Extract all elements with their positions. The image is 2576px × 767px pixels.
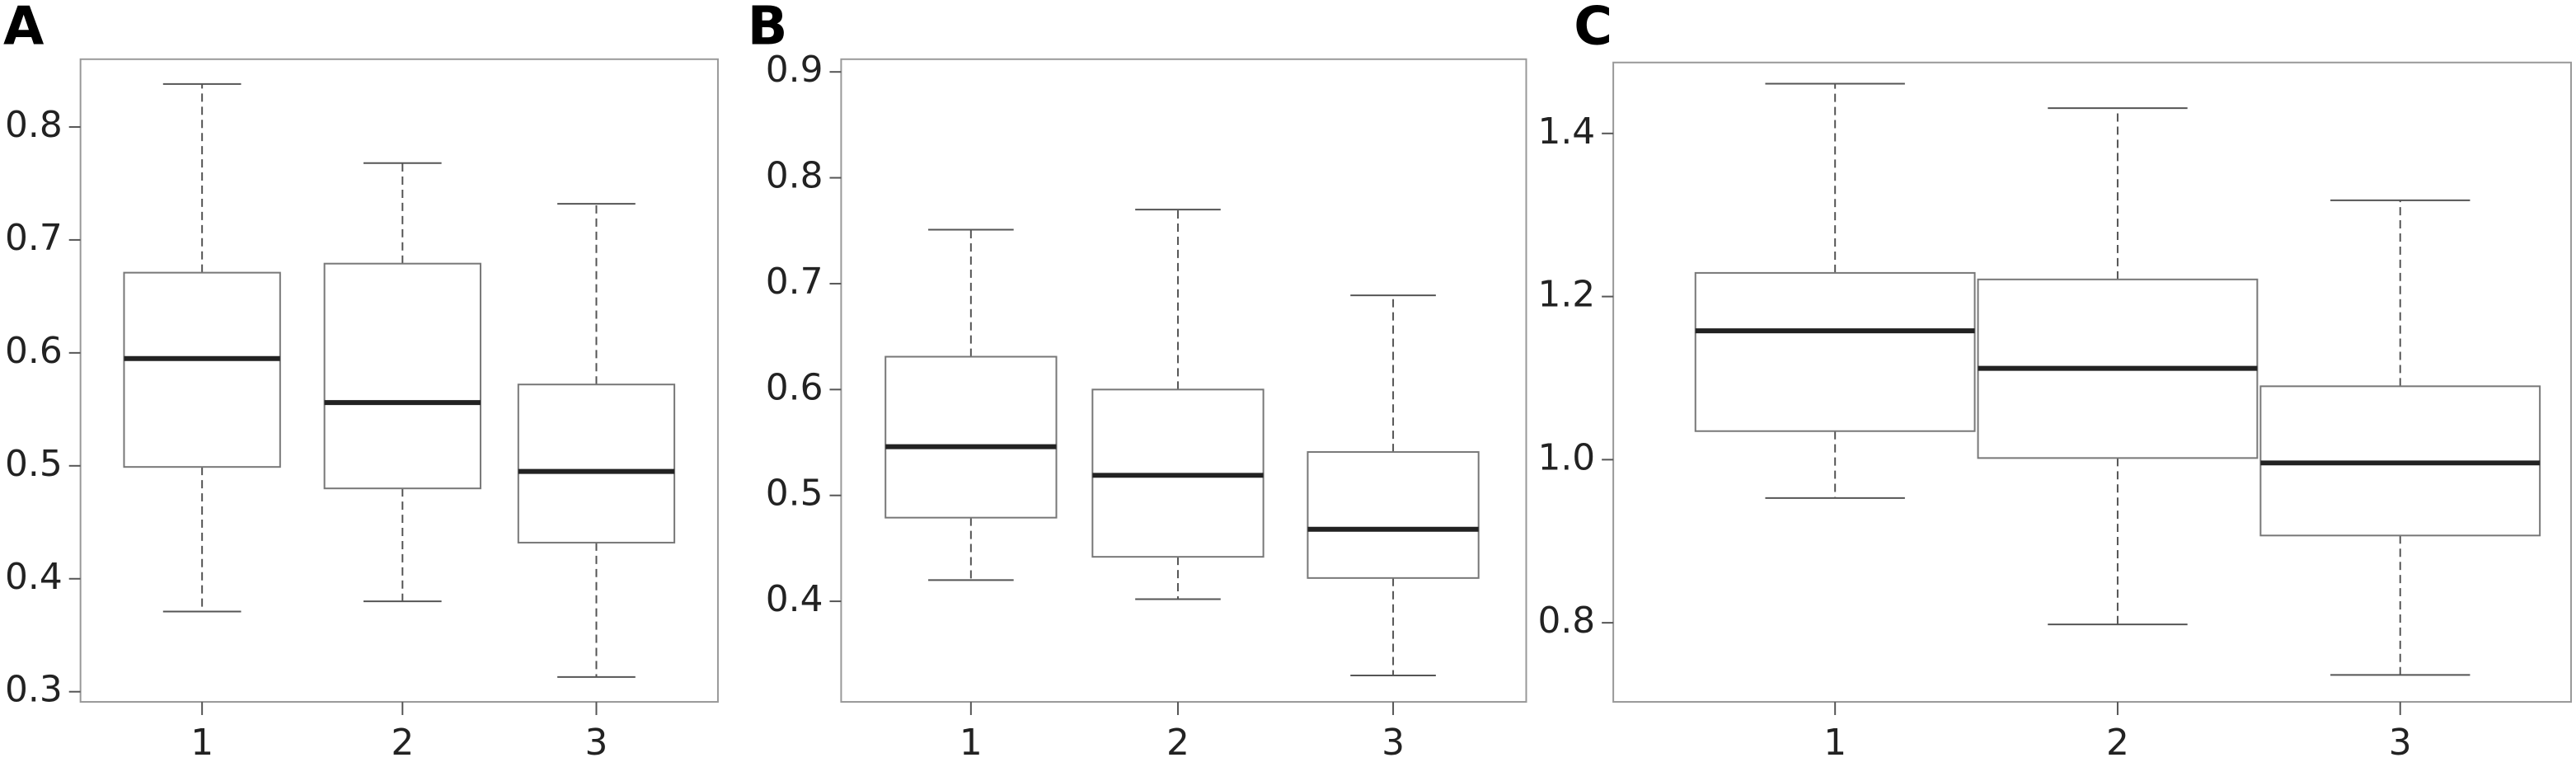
panel-label: C <box>1574 0 1612 57</box>
y-tick-label: 0.8 <box>1537 600 1595 642</box>
x-tick-label: 1 <box>960 722 983 764</box>
y-tick-label: 0.5 <box>5 443 63 485</box>
x-tick-label: 2 <box>391 722 414 764</box>
panel-label: A <box>3 0 45 57</box>
x-tick-label: 3 <box>1382 722 1405 764</box>
plot-frame <box>840 58 1527 703</box>
y-tick-label: 1.4 <box>1537 111 1595 153</box>
plot-frame <box>79 58 719 703</box>
y-tick-label: 1.0 <box>1537 436 1595 478</box>
x-tick-label: 3 <box>585 722 608 764</box>
y-tick-label: 0.7 <box>5 217 63 259</box>
box <box>123 271 281 468</box>
y-tick-label: 1.2 <box>1537 274 1595 316</box>
y-tick-label: 0.6 <box>5 330 63 372</box>
box <box>1307 451 1480 579</box>
y-tick-label: 0.4 <box>766 578 823 620</box>
box <box>884 355 1058 519</box>
y-tick-label: 0.9 <box>766 49 823 91</box>
plot-frame <box>1612 61 2573 703</box>
box <box>323 262 481 490</box>
x-tick-label: 2 <box>2106 722 2129 764</box>
x-tick-label: 1 <box>190 722 213 764</box>
x-tick-label: 2 <box>1166 722 1189 764</box>
box <box>1694 271 1976 432</box>
y-tick-label: 0.8 <box>5 104 63 146</box>
panel-label: B <box>748 0 788 57</box>
box <box>517 384 676 543</box>
y-tick-label: 0.7 <box>766 261 823 303</box>
x-tick-label: 1 <box>1823 722 1846 764</box>
y-tick-label: 0.5 <box>766 473 823 515</box>
y-tick-label: 0.6 <box>766 366 823 408</box>
y-tick-label: 0.8 <box>766 155 823 197</box>
y-tick-label: 0.4 <box>5 556 63 598</box>
y-tick-label: 0.3 <box>5 669 63 711</box>
x-tick-label: 3 <box>2389 722 2412 764</box>
